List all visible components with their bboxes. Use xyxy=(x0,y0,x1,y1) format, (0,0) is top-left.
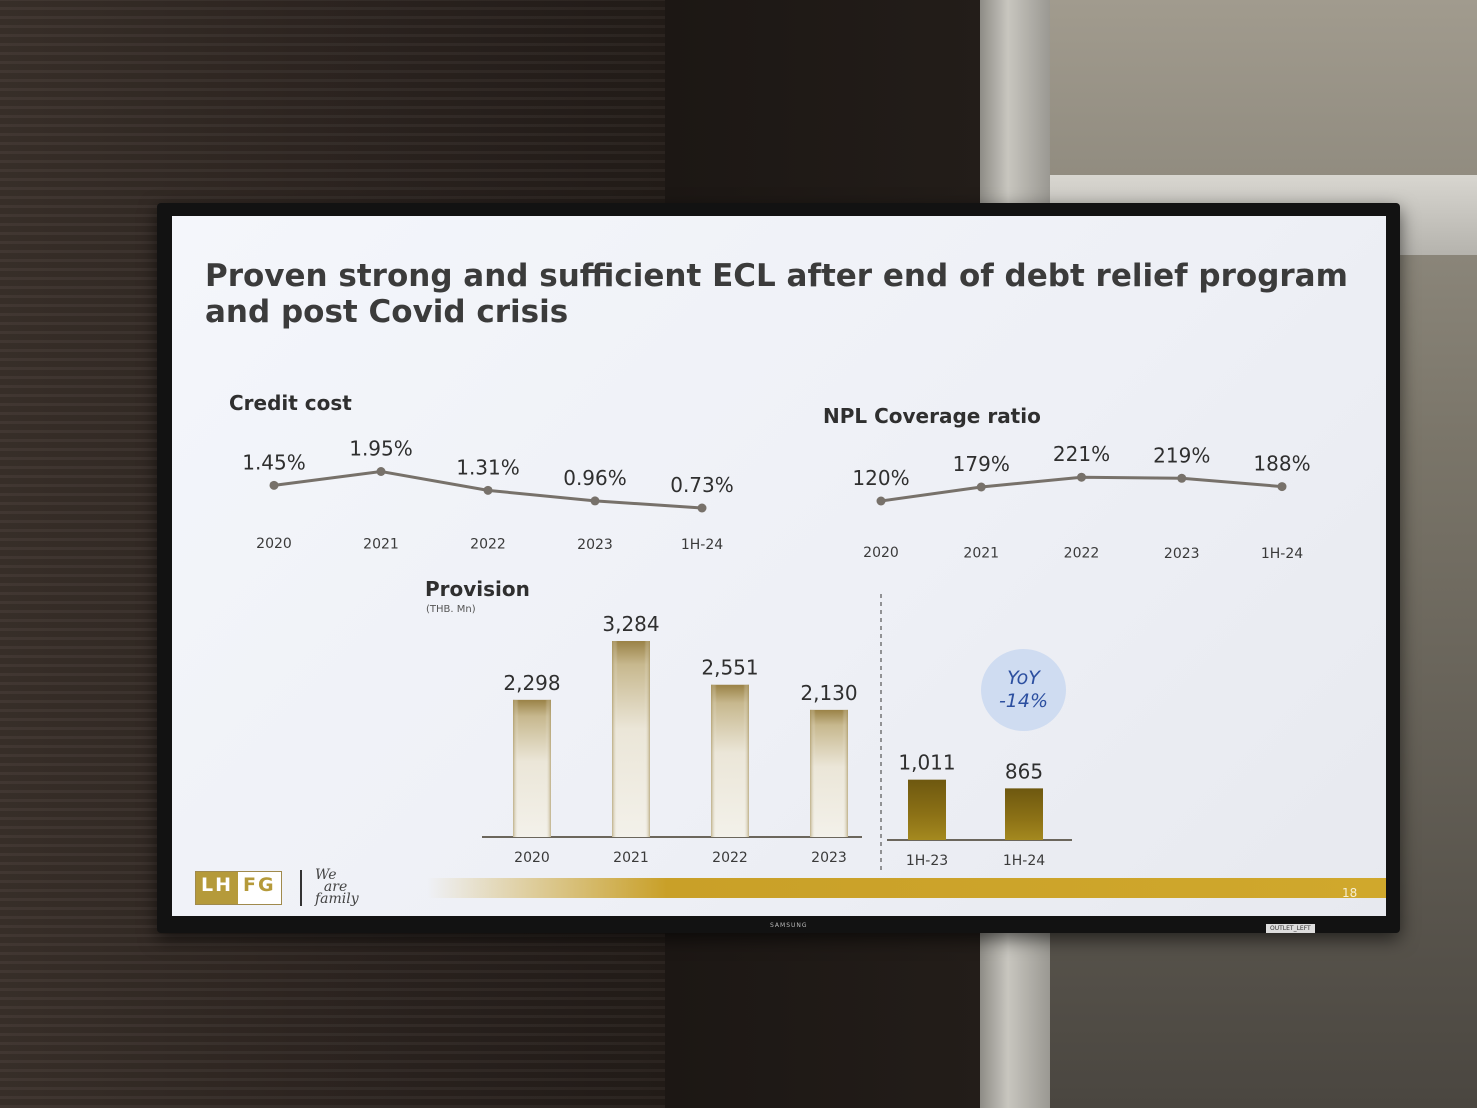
npl-coverage-point xyxy=(876,496,886,506)
provision-bar xyxy=(908,779,946,840)
npl-coverage-data-label: 188% xyxy=(1253,452,1310,476)
slide-title: Proven strong and sufficient ECL after e… xyxy=(205,258,1348,330)
credit-cost-category-label: 2021 xyxy=(363,536,399,552)
credit-cost-point xyxy=(376,467,386,476)
npl-coverage-point xyxy=(1277,482,1287,492)
credit-cost-category-label: 2023 xyxy=(577,537,613,553)
provision-data-label: 865 xyxy=(1005,759,1043,783)
npl-coverage-title: NPL Coverage ratio xyxy=(823,404,1041,428)
yoy-label: YoY xyxy=(1007,667,1040,689)
provision-bar-shade xyxy=(711,684,749,837)
credit-cost-data-label: 1.95% xyxy=(349,437,413,461)
tv-port-tag: OUTLET_LEFT xyxy=(1266,924,1315,933)
credit-cost-point xyxy=(697,503,707,513)
provision-category-label: 1H-24 xyxy=(1003,853,1045,869)
credit-cost-point xyxy=(590,496,600,506)
provision-title: Provision xyxy=(425,577,530,601)
credit-cost-point xyxy=(483,485,493,495)
presentation-slide: Proven strong and sufficient ECL after e… xyxy=(172,216,1386,916)
provision-data-label: 3,284 xyxy=(602,612,659,636)
npl-coverage-data-label: 221% xyxy=(1053,442,1110,466)
provision-category-label: 2022 xyxy=(712,850,748,866)
npl-coverage-point xyxy=(1077,472,1086,482)
npl-coverage-category-label: 2022 xyxy=(1064,546,1100,562)
npl-coverage-point xyxy=(976,482,986,492)
credit-cost-data-label: 1.45% xyxy=(242,450,306,474)
yoy-annotation-bubble: YoY -14% xyxy=(981,649,1066,731)
provision-data-label: 2,551 xyxy=(701,656,758,680)
provision-bar-shade xyxy=(612,641,650,837)
credit-cost-category-label: 2022 xyxy=(470,537,506,553)
npl-coverage-data-label: 219% xyxy=(1153,443,1210,467)
provision-category-label: 2020 xyxy=(514,850,550,866)
slogan-signature: We are family xyxy=(315,867,359,907)
npl-coverage-data-label: 120% xyxy=(852,466,909,490)
credit-cost-data-label: 0.73% xyxy=(670,473,734,497)
credit-cost-title: Credit cost xyxy=(229,391,352,415)
npl-coverage-category-label: 2021 xyxy=(963,545,999,561)
provision-bar xyxy=(1005,788,1043,840)
provision-data-label: 1,011 xyxy=(898,751,955,775)
yoy-value: -14% xyxy=(998,690,1049,712)
footer-gold-bar xyxy=(427,878,1386,898)
logo-divider xyxy=(300,870,302,906)
provision-bar-shade xyxy=(810,709,848,837)
lhfg-logo: LH FG xyxy=(195,871,282,905)
npl-coverage-category-label: 2023 xyxy=(1164,546,1200,562)
provision-data-label: 2,298 xyxy=(503,671,560,695)
provision-bar-shade xyxy=(513,699,551,837)
provision-data-label: 2,130 xyxy=(800,681,857,705)
provision-category-label: 2021 xyxy=(613,850,649,866)
provision-category-label: 1H-23 xyxy=(906,853,948,869)
page-number: 18 xyxy=(1342,886,1358,900)
provision-category-label: 2023 xyxy=(811,850,847,866)
credit-cost-chart: 1.45% 2020 1.95% 2021 1.31% 2022 0.96% 2023 0.73… xyxy=(242,437,734,554)
logo-left-text: LH xyxy=(196,872,239,904)
logo-right-text: FG xyxy=(238,872,281,904)
credit-cost-data-label: 1.31% xyxy=(456,455,520,479)
credit-cost-point xyxy=(269,480,279,490)
credit-cost-data-label: 0.96% xyxy=(563,466,627,490)
npl-coverage-category-label: 2020 xyxy=(863,545,899,561)
tv-brand-label: SAMSUNG xyxy=(770,922,808,929)
npl-coverage-category-label: 1H-24 xyxy=(1261,546,1303,562)
npl-coverage-data-label: 179% xyxy=(953,452,1010,476)
credit-cost-category-label: 2020 xyxy=(256,536,292,552)
credit-cost-category-label: 1H-24 xyxy=(681,537,723,553)
npl-coverage-chart: 120% 2020 179% 2021 221% 2022 219% 2023 188% 1H-2… xyxy=(852,442,1310,562)
charts-canvas: 1.45% 2020 1.95% 2021 1.31% 2022 0.96% 2023 0.73… xyxy=(242,437,1311,871)
npl-coverage-point xyxy=(1177,473,1187,483)
provision-unit-subtitle: (THB. Mn) xyxy=(426,604,476,615)
provision-chart: 2,298 2020 3,284 2021 2,551 2022 2,130 2023 1,01… xyxy=(482,594,1072,871)
